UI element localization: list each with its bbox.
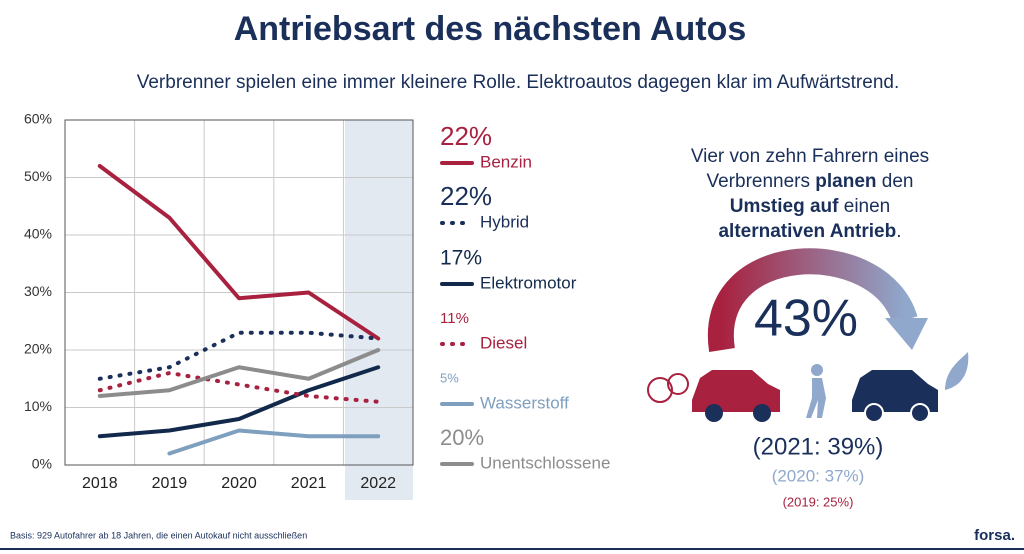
info-segment: alternativen Antrieb bbox=[718, 221, 896, 242]
y-tick-label: 0% bbox=[32, 456, 52, 472]
x-tick-label: 2022 bbox=[360, 475, 396, 492]
info-line: alternativen Antrieb. bbox=[718, 221, 901, 242]
x-tick-label: 2020 bbox=[221, 475, 257, 492]
legend-name: Hybrid bbox=[480, 212, 529, 231]
series-line bbox=[97, 348, 381, 398]
info-line: Umstieg auf einen bbox=[730, 196, 891, 217]
previous-2020: (2020: 37%) bbox=[772, 466, 865, 485]
car-right bbox=[852, 352, 969, 423]
infobox-text: Vier von zehn Fahrern eines Verbrenners p… bbox=[691, 146, 929, 242]
series-line bbox=[97, 365, 381, 439]
x-tick-label: 2018 bbox=[82, 475, 118, 492]
info-line: Vier von zehn Fahrern eines bbox=[691, 146, 929, 167]
brand: forsa. bbox=[974, 527, 1015, 544]
arc-arrow bbox=[707, 248, 918, 352]
headline: 43% bbox=[754, 290, 858, 348]
title: Antriebsart des nächsten Autos bbox=[234, 10, 747, 48]
y-tick-label: 30% bbox=[24, 283, 52, 299]
legend-value: 11% bbox=[440, 310, 469, 327]
legend-name: Unentschlossene bbox=[480, 453, 610, 472]
info-segment: Umstieg auf bbox=[730, 196, 839, 217]
legend-value: 20% bbox=[440, 425, 484, 450]
legend-value: 22% bbox=[440, 121, 492, 151]
y-tick-label: 60% bbox=[24, 111, 52, 127]
car-left bbox=[647, 370, 780, 422]
x-tick-label: 2021 bbox=[291, 475, 327, 492]
x-tick-label: 2019 bbox=[152, 475, 188, 492]
arrow-head bbox=[885, 318, 928, 350]
legend-name: Elektromotor bbox=[480, 273, 577, 292]
subtitle: Verbrenner spielen eine immer kleinere R… bbox=[137, 72, 900, 93]
series-line bbox=[97, 164, 381, 341]
info-segment: Vier von zehn Fahrern eines bbox=[691, 146, 929, 167]
info-segment: Verbrenners bbox=[706, 171, 815, 192]
legend-value: 17% bbox=[440, 247, 482, 270]
plot-frame bbox=[64, 119, 414, 466]
info-line: Verbrenners planen den bbox=[706, 171, 913, 192]
y-tick-label: 10% bbox=[24, 398, 52, 414]
footnote: Basis: 929 Autofahrer ab 18 Jahren, die … bbox=[10, 530, 307, 540]
series-line bbox=[97, 371, 381, 404]
previous-2019: (2019: 25%) bbox=[783, 494, 854, 509]
series-line bbox=[97, 330, 381, 381]
legend-value: 22% bbox=[440, 181, 492, 211]
info-segment: den bbox=[877, 171, 914, 192]
y-tick-label: 40% bbox=[24, 226, 52, 242]
info-segment: einen bbox=[838, 196, 890, 217]
legend-name: Benzin bbox=[480, 152, 532, 171]
series-line bbox=[167, 428, 381, 456]
legend-name: Diesel bbox=[480, 333, 527, 352]
previous-2021: (2021: 39%) bbox=[753, 433, 884, 460]
legend-name: Wasserstoff bbox=[480, 393, 569, 412]
info-segment: planen bbox=[815, 171, 876, 192]
y-tick-label: 50% bbox=[24, 168, 52, 184]
legend-value: 5% bbox=[440, 370, 459, 385]
person bbox=[806, 364, 826, 418]
y-tick-label: 20% bbox=[24, 341, 52, 357]
info-segment: . bbox=[896, 221, 901, 242]
